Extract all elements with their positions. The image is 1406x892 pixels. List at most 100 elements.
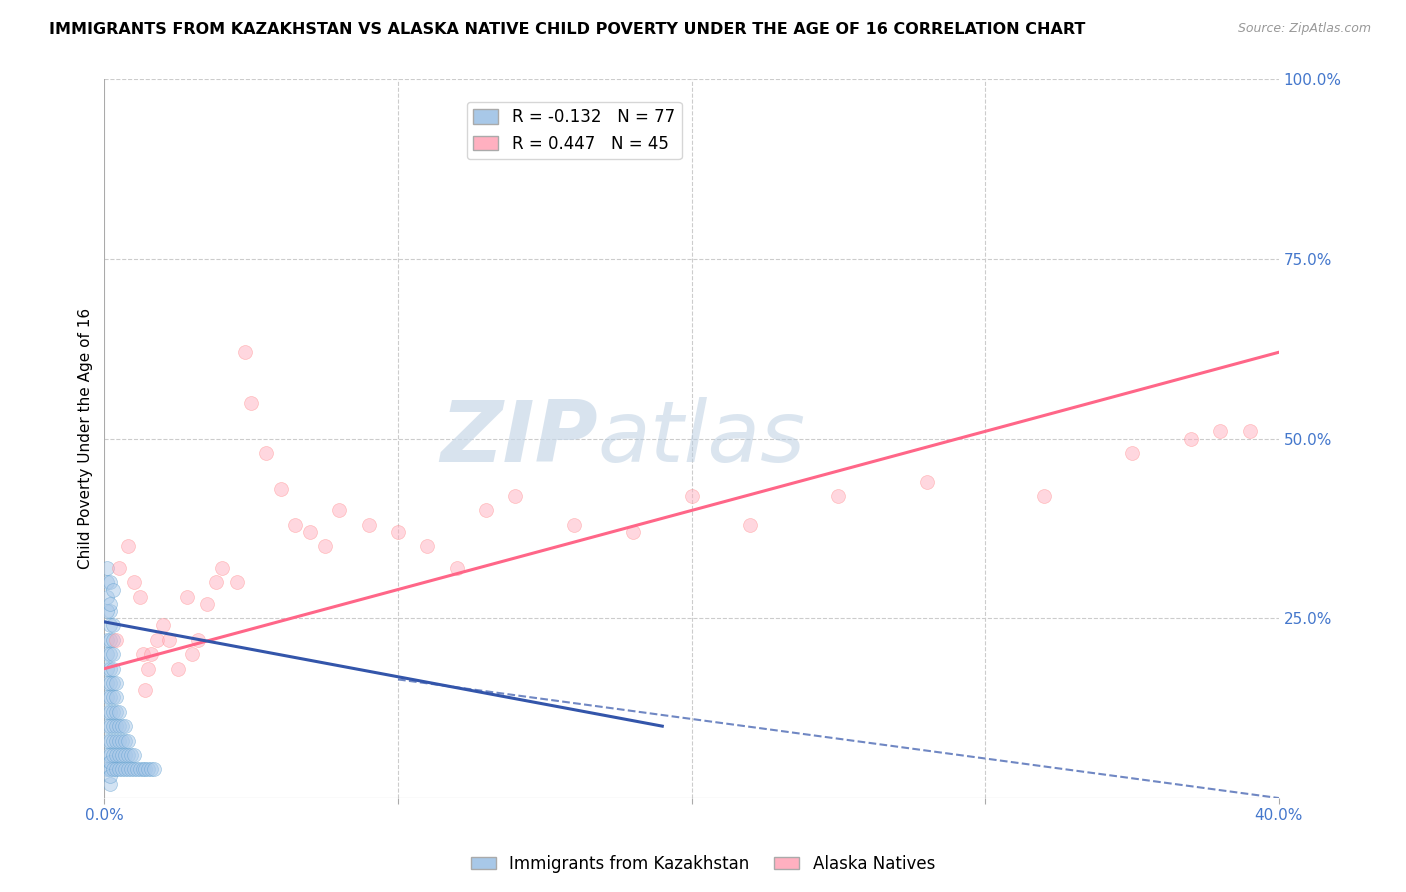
Point bbox=[134, 683, 156, 698]
Point bbox=[166, 662, 188, 676]
Point bbox=[740, 517, 762, 532]
Point bbox=[122, 575, 145, 590]
Point bbox=[117, 540, 139, 554]
Point bbox=[96, 662, 118, 676]
Point bbox=[98, 770, 121, 784]
Point bbox=[125, 762, 148, 776]
Point bbox=[211, 561, 233, 575]
Point bbox=[128, 762, 150, 776]
Point bbox=[96, 690, 118, 705]
Point bbox=[96, 632, 118, 647]
Y-axis label: Child Poverty Under the Age of 16: Child Poverty Under the Age of 16 bbox=[79, 308, 93, 569]
Point bbox=[298, 524, 321, 539]
Point bbox=[105, 690, 128, 705]
Point bbox=[96, 733, 118, 747]
Point bbox=[475, 503, 498, 517]
Point bbox=[103, 747, 125, 762]
Point bbox=[114, 719, 136, 733]
Point bbox=[314, 540, 336, 554]
Point bbox=[122, 747, 145, 762]
Point bbox=[108, 705, 131, 719]
Point bbox=[827, 489, 849, 503]
Point bbox=[103, 705, 125, 719]
Point bbox=[103, 733, 125, 747]
Point bbox=[98, 647, 121, 661]
Point bbox=[98, 733, 121, 747]
Point bbox=[98, 719, 121, 733]
Point bbox=[103, 662, 125, 676]
Point bbox=[114, 733, 136, 747]
Point bbox=[108, 762, 131, 776]
Point bbox=[111, 733, 134, 747]
Point bbox=[254, 446, 277, 460]
Point bbox=[114, 747, 136, 762]
Point bbox=[446, 561, 468, 575]
Point bbox=[96, 676, 118, 690]
Point bbox=[103, 618, 125, 632]
Point bbox=[357, 517, 380, 532]
Point bbox=[1033, 489, 1056, 503]
Point bbox=[103, 647, 125, 661]
Text: Source: ZipAtlas.com: Source: ZipAtlas.com bbox=[1237, 22, 1371, 36]
Point bbox=[98, 575, 121, 590]
Point bbox=[103, 632, 125, 647]
Point bbox=[111, 747, 134, 762]
Point bbox=[105, 762, 128, 776]
Point bbox=[128, 590, 150, 604]
Point bbox=[143, 762, 166, 776]
Point bbox=[915, 475, 938, 489]
Point bbox=[105, 747, 128, 762]
Point bbox=[387, 524, 409, 539]
Point bbox=[96, 705, 118, 719]
Point bbox=[131, 647, 153, 661]
Point bbox=[108, 561, 131, 575]
Point bbox=[117, 762, 139, 776]
Point bbox=[176, 590, 198, 604]
Point bbox=[98, 755, 121, 769]
Point bbox=[108, 719, 131, 733]
Point bbox=[98, 632, 121, 647]
Point bbox=[117, 733, 139, 747]
Point bbox=[157, 632, 180, 647]
Point bbox=[233, 345, 256, 359]
Point bbox=[96, 762, 118, 776]
Point bbox=[187, 632, 209, 647]
Point bbox=[105, 676, 128, 690]
Legend: Immigrants from Kazakhstan, Alaska Natives: Immigrants from Kazakhstan, Alaska Nativ… bbox=[464, 848, 942, 880]
Point bbox=[103, 582, 125, 597]
Point bbox=[122, 762, 145, 776]
Point bbox=[98, 662, 121, 676]
Point bbox=[131, 762, 153, 776]
Point bbox=[240, 395, 263, 409]
Point bbox=[96, 604, 118, 618]
Point bbox=[103, 762, 125, 776]
Point bbox=[114, 762, 136, 776]
Legend: R = -0.132   N = 77, R = 0.447   N = 45: R = -0.132 N = 77, R = 0.447 N = 45 bbox=[467, 102, 682, 160]
Point bbox=[1239, 425, 1261, 439]
Point bbox=[138, 762, 160, 776]
Point bbox=[1121, 446, 1143, 460]
Point bbox=[98, 762, 121, 776]
Text: atlas: atlas bbox=[598, 397, 806, 480]
Point bbox=[105, 632, 128, 647]
Point bbox=[134, 762, 156, 776]
Point bbox=[98, 747, 121, 762]
Point bbox=[621, 524, 644, 539]
Point bbox=[103, 676, 125, 690]
Point bbox=[96, 747, 118, 762]
Point bbox=[111, 719, 134, 733]
Point bbox=[152, 618, 174, 632]
Point bbox=[505, 489, 527, 503]
Point bbox=[108, 733, 131, 747]
Point bbox=[681, 489, 703, 503]
Point bbox=[1209, 425, 1232, 439]
Point bbox=[562, 517, 585, 532]
Text: ZIP: ZIP bbox=[440, 397, 598, 480]
Point bbox=[141, 647, 163, 661]
Point bbox=[181, 647, 204, 661]
Point bbox=[120, 762, 142, 776]
Point bbox=[270, 482, 292, 496]
Point bbox=[98, 604, 121, 618]
Point bbox=[105, 719, 128, 733]
Point bbox=[98, 690, 121, 705]
